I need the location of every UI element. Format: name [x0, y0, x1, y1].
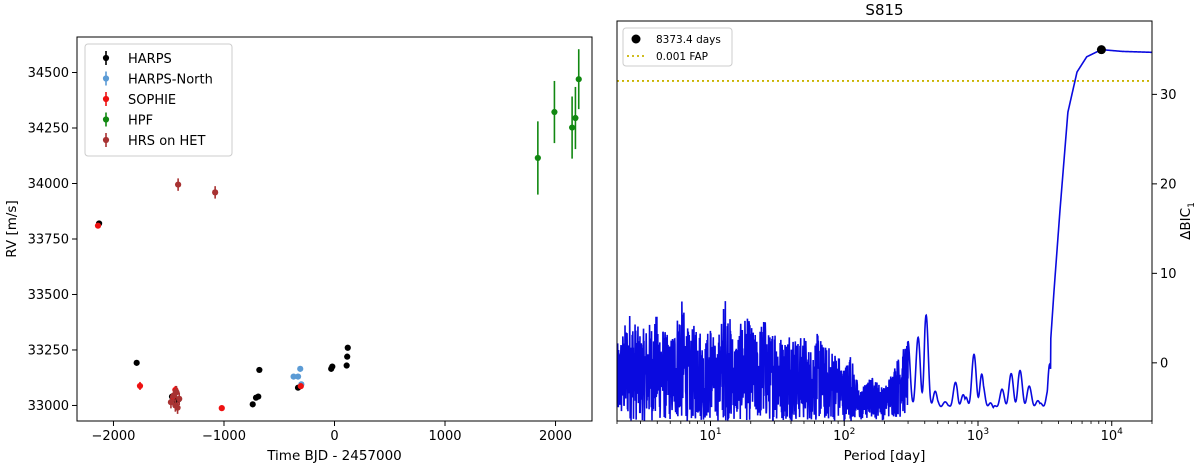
data-point: [174, 404, 181, 411]
series-harps: [96, 220, 351, 408]
y-tick-label: 33000: [28, 399, 69, 414]
x-tick-label: 101: [699, 427, 721, 444]
data-point: [297, 383, 304, 390]
legend-label: 8373.4 days: [656, 34, 721, 46]
data-point: [569, 124, 576, 131]
data-point: [136, 382, 144, 390]
y-tick-label: 0: [1160, 356, 1168, 371]
legend-entry: HARPS: [102, 51, 172, 67]
y-tick-label: 34250: [28, 122, 69, 137]
legend-marker: [631, 34, 641, 44]
legend-marker: [102, 54, 110, 62]
data-point: [294, 373, 302, 380]
best-period-marker: [1096, 45, 1106, 55]
rv-time-series-chart: −2000 −1000 0 1000 2000 33000 33250 33500 33750 3…: [4, 36, 593, 464]
data-point: [297, 365, 304, 372]
data-point: [344, 353, 351, 360]
legend-label: HPF: [128, 114, 153, 129]
y-tick-label: 20: [1160, 177, 1177, 192]
data-point: [249, 401, 256, 408]
chart-title: S815: [865, 1, 903, 19]
legend-label: HARPS: [128, 52, 172, 67]
legend-box: [84, 43, 233, 157]
data-point: [255, 393, 262, 400]
series-hrs-on-het: [167, 178, 219, 414]
legend-entry: 0.001 FAP: [627, 51, 708, 63]
legend-box: [622, 27, 733, 67]
x-tick-label: 2000: [539, 429, 572, 444]
data-point: [572, 114, 579, 122]
y-tick-label: 34000: [28, 177, 69, 192]
y-tick-label: 34500: [28, 66, 69, 81]
x-tick-label: 103: [967, 427, 989, 444]
x-tick-label: 104: [1101, 427, 1124, 444]
legend-label: 0.001 FAP: [656, 51, 708, 63]
x-axis-label: Time BJD - 2457000: [266, 448, 402, 464]
y-axis-label: RV [m/s]: [4, 200, 20, 257]
data-point: [167, 399, 175, 406]
legend-entry: HRS on HET: [102, 133, 206, 149]
data-point: [534, 154, 541, 162]
data-point: [176, 395, 183, 402]
legend: 8373.4 days 0.001 FAP: [622, 27, 733, 67]
legend-marker: [102, 75, 110, 82]
y-tick-label: 33750: [28, 232, 69, 247]
data-point: [94, 222, 102, 229]
data-point: [329, 363, 336, 370]
series-sophie: [94, 222, 304, 412]
x-axis-label: Period [day]: [844, 448, 926, 464]
legend-label: HRS on HET: [128, 134, 206, 149]
legend: HARPS HARPS-North SOPHIE HPF HRS on HET: [84, 43, 233, 157]
legend-entry: 8373.4 days: [631, 34, 721, 46]
y-tick-label: 33500: [28, 288, 69, 303]
data-point: [133, 359, 140, 366]
legend-marker: [102, 95, 110, 103]
x-tick-label: −1000: [202, 429, 246, 444]
data-point: [343, 362, 350, 369]
data-point: [290, 373, 297, 380]
legend-marker: [102, 116, 110, 123]
data-point: [218, 405, 225, 412]
y-tick-label: 10: [1160, 267, 1177, 282]
legend-entry: HARPS-North: [102, 71, 213, 88]
data-point: [344, 344, 351, 351]
x-tick-label: 102: [833, 427, 855, 444]
y-axis-label: ΔBIC1: [1178, 202, 1197, 240]
data-point: [575, 76, 582, 83]
y-tick-label: 33250: [28, 343, 69, 358]
series-hpf: [534, 49, 582, 195]
y-tick-label: 30: [1160, 88, 1177, 103]
data-point: [173, 389, 180, 396]
legend-label: HARPS-North: [128, 73, 213, 88]
x-tick-label: 0: [330, 429, 338, 444]
data-point: [551, 108, 558, 116]
x-tick-label: 1000: [428, 429, 461, 444]
periodogram-chart: 101 102 103 104 0 10 20 30 S815 Period [day] ΔBIC1…: [616, 1, 1197, 464]
legend-entry: SOPHIE: [102, 92, 176, 108]
periodogram-line: [617, 48, 1152, 421]
data-point: [212, 189, 219, 196]
legend-entry: HPF: [102, 112, 153, 129]
data-point: [256, 366, 263, 374]
legend-marker: [102, 136, 110, 144]
x-tick-label: −2000: [91, 429, 135, 444]
legend-label: SOPHIE: [128, 93, 176, 108]
data-point: [175, 181, 182, 188]
